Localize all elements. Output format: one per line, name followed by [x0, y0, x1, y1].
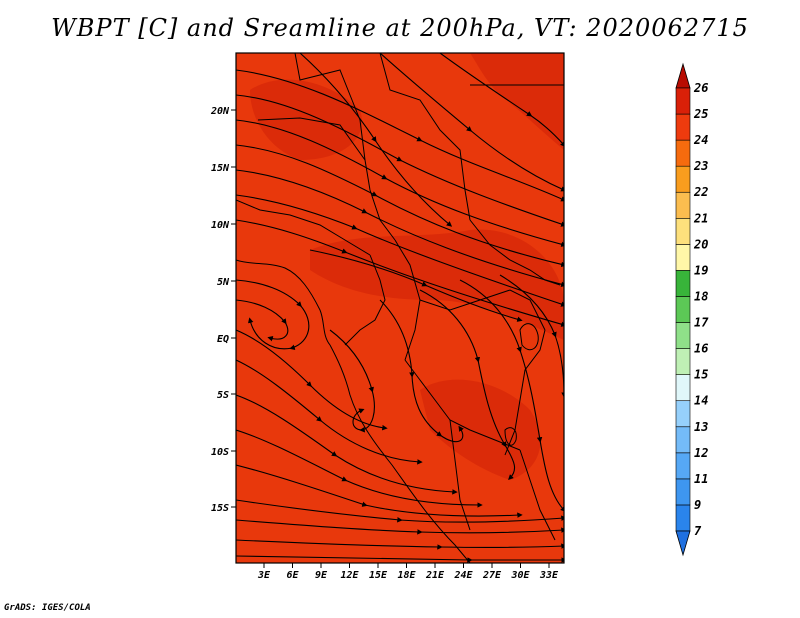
colorbar-label: 13: [694, 420, 708, 434]
colorbar-swatch: [675, 191, 691, 219]
lon-tick-label: 21E: [425, 570, 445, 581]
border-west-1: [236, 199, 371, 256]
colorbar-label: 20: [693, 237, 708, 251]
streamline: [299, 53, 453, 227]
colorbar-label: 12: [694, 446, 708, 460]
lon-tick-label: 9E: [315, 570, 328, 581]
colorbar-swatch: [675, 504, 691, 532]
lon-tick-label: 18E: [397, 570, 416, 581]
colorbar-swatch: [675, 400, 691, 428]
lon-tick-label: 27E: [482, 570, 502, 581]
lat-tick-label: 10S: [211, 447, 229, 458]
streamline: [236, 555, 564, 563]
streamline: [236, 299, 289, 342]
streamline: [309, 249, 523, 322]
chart-title: WBPT [C] and Sreamline at 200hPa, VT: 20…: [51, 14, 749, 42]
colorbar-swatch: [675, 478, 691, 506]
streamlines: [236, 53, 564, 563]
border-north-4: [257, 117, 366, 161]
streamline: [236, 279, 310, 350]
colorbar-swatch: [675, 113, 691, 141]
colorbar-label: 23: [693, 159, 708, 173]
latitude-axis: 20N 15N 10N 5N EQ 5S 10S 15S: [210, 106, 236, 514]
colorbar-label: 9: [694, 498, 701, 512]
lat-tick-label: 20N: [210, 106, 230, 117]
streamline: [236, 539, 564, 550]
colorbar-label: 16: [694, 342, 708, 356]
colorbar-label: 25: [693, 107, 708, 121]
colorbar-swatch: [675, 87, 691, 115]
lon-tick-label: 30E: [510, 570, 530, 581]
lat-tick-label: 15N: [211, 163, 230, 174]
longitude-axis: 3E 6E 9E 12E 15E 18E 21E 24E 27E 30E 33E: [257, 563, 559, 581]
colorbar-label: 14: [694, 394, 708, 408]
lon-tick-label: 33E: [539, 570, 559, 581]
lon-tick-label: 6E: [286, 570, 299, 581]
lat-tick-label: 5S: [217, 390, 229, 401]
streamline: [236, 519, 564, 535]
lon-tick-label: 12E: [340, 570, 359, 581]
streamline: [379, 53, 564, 192]
lat-tick-label: 15S: [211, 503, 229, 514]
colorbar-swatch: [675, 426, 691, 454]
colorbar-swatch: [675, 165, 691, 193]
colorbar-label: 11: [694, 472, 708, 486]
colorbar-swatch: [675, 244, 691, 271]
colorbar-label: 15: [694, 368, 708, 382]
map-panel: [236, 53, 564, 563]
lat-tick-label: 10N: [211, 220, 230, 231]
colorbar-label: 22: [693, 185, 708, 199]
colorbar-label: 18: [694, 289, 708, 303]
warm-patch-northwest: [250, 79, 362, 160]
colorbar-label: 26: [693, 81, 708, 95]
streamline: [329, 329, 375, 433]
lat-tick-label: 5N: [217, 277, 230, 288]
colorbar-swatch: [675, 452, 691, 480]
streamline: [439, 53, 564, 148]
colorbar-swatch: [675, 139, 691, 167]
grads-credit: GrADS: IGES/COLA: [4, 603, 91, 613]
map-frame: [235, 52, 565, 564]
lon-tick-label: 24E: [453, 570, 473, 581]
colorbar-label: 7: [694, 524, 702, 538]
colorbar-swatch: [675, 374, 691, 402]
lon-tick-label: 3E: [257, 570, 271, 581]
colorbar-swatch: [675, 217, 691, 245]
streamline: [236, 499, 564, 523]
colorbar-swatch: [675, 348, 691, 375]
colorbar-swatch: [675, 270, 691, 297]
lon-tick-label: 15E: [369, 570, 388, 581]
colorbar-label: 19: [694, 263, 708, 277]
colorbar: 7 9 11 12 13 14 15 16 17 18 19 20 21 22 23 24 25 26: [675, 62, 709, 557]
colorbar-label: 24: [693, 133, 708, 147]
colorbar-swatch: [675, 322, 691, 349]
colorbar-label: 21: [693, 211, 708, 225]
streamline: [379, 299, 464, 443]
colorbar-arrow-top: [675, 62, 691, 89]
colorbar-arrow-bottom: [675, 530, 691, 557]
lat-tick-label: EQ: [217, 334, 229, 345]
colorbar-swatch: [675, 296, 691, 323]
colorbar-label: 17: [694, 316, 709, 330]
